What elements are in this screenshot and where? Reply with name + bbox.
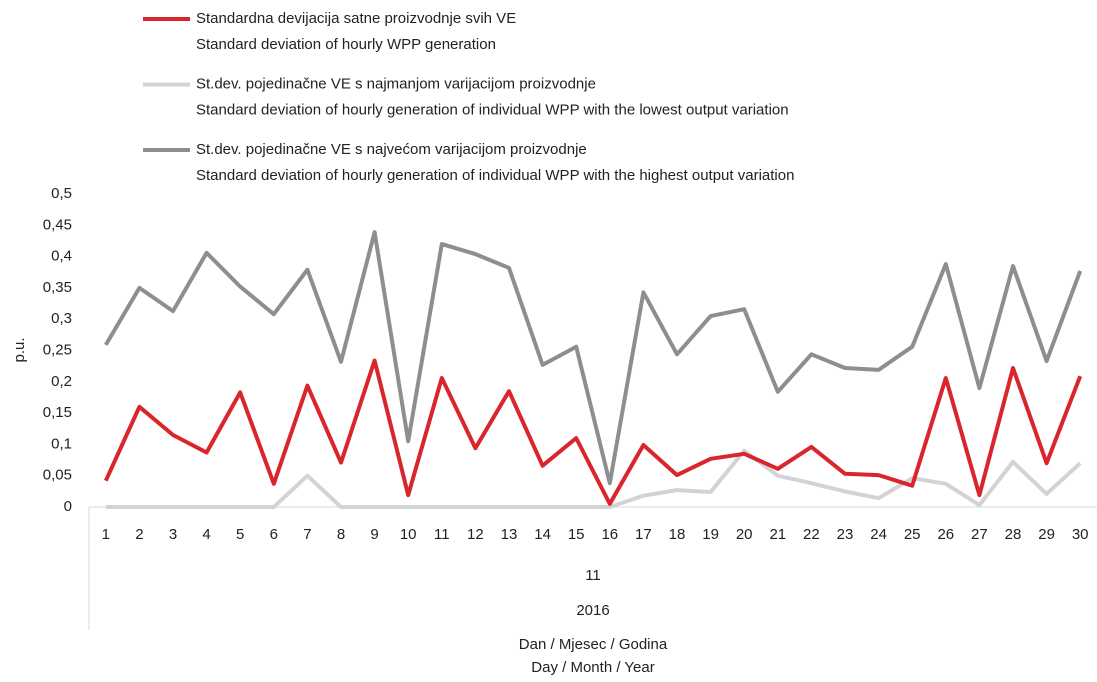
legend-label: Standard deviation of hourly generation … [196, 101, 789, 118]
y-tick-label: 0,2 [51, 373, 72, 390]
x-group-label: 2016 [576, 602, 609, 619]
y-tick-label: 0,35 [43, 279, 72, 296]
x-tick-label: 22 [803, 526, 820, 543]
y-tick-label: 0,3 [51, 310, 72, 327]
x-tick-label: 9 [370, 526, 378, 543]
series-line [103, 358, 1083, 506]
x-axis-title: Dan / Mjesec / Godina [519, 636, 668, 653]
legend-label: Standard deviation of hourly generation … [196, 167, 794, 184]
x-tick-label: 21 [769, 526, 786, 543]
x-tick-label: 25 [904, 526, 921, 543]
x-tick-label: 1 [102, 526, 110, 543]
x-tick-label: 13 [501, 526, 518, 543]
legend-label: St.dev. pojedinačne VE s najmanjom varij… [196, 75, 596, 92]
x-tick-label: 27 [971, 526, 988, 543]
x-tick-label: 15 [568, 526, 585, 543]
x-tick-label: 12 [467, 526, 484, 543]
x-tick-label: 24 [870, 526, 887, 543]
x-tick-label: 18 [669, 526, 686, 543]
x-tick-label: 26 [937, 526, 954, 543]
x-tick-label: 29 [1038, 526, 1055, 543]
x-tick-label: 19 [702, 526, 719, 543]
y-tick-label: 0,05 [43, 467, 72, 484]
x-tick-label: 20 [736, 526, 753, 543]
series-line [104, 230, 1083, 486]
x-tick-label: 5 [236, 526, 244, 543]
y-tick-label: 0,1 [51, 435, 72, 452]
series-line [105, 448, 1082, 509]
legend-label: St.dev. pojedinačne VE s najvećom varija… [196, 141, 587, 158]
legend-label: Standardna devijacija satne proizvodnje … [196, 10, 516, 27]
x-tick-label: 23 [837, 526, 854, 543]
x-tick-label: 10 [400, 526, 417, 543]
x-tick-label: 3 [169, 526, 177, 543]
y-tick-label: 0 [64, 498, 72, 515]
x-axis-title: Day / Month / Year [531, 659, 654, 676]
x-tick-label: 8 [337, 526, 345, 543]
y-tick-label: 0,5 [51, 185, 72, 202]
y-tick-label: 0,45 [43, 216, 72, 233]
y-tick-label: 0,15 [43, 404, 72, 421]
y-axis-title: p.u. [11, 337, 28, 362]
y-tick-label: 0,25 [43, 341, 72, 358]
x-tick-label: 16 [601, 526, 618, 543]
legend-label: Standard deviation of hourly WPP generat… [196, 36, 496, 53]
x-tick-label: 6 [270, 526, 278, 543]
x-tick-label: 2 [135, 526, 143, 543]
x-group-label: 11 [585, 567, 601, 584]
x-tick-label: 28 [1005, 526, 1022, 543]
x-tick-label: 30 [1072, 526, 1089, 543]
x-tick-label: 11 [434, 526, 450, 543]
x-tick-label: 17 [635, 526, 652, 543]
y-tick-label: 0,4 [51, 248, 72, 265]
x-tick-label: 14 [534, 526, 551, 543]
x-tick-label: 4 [202, 526, 210, 543]
x-tick-label: 7 [303, 526, 311, 543]
